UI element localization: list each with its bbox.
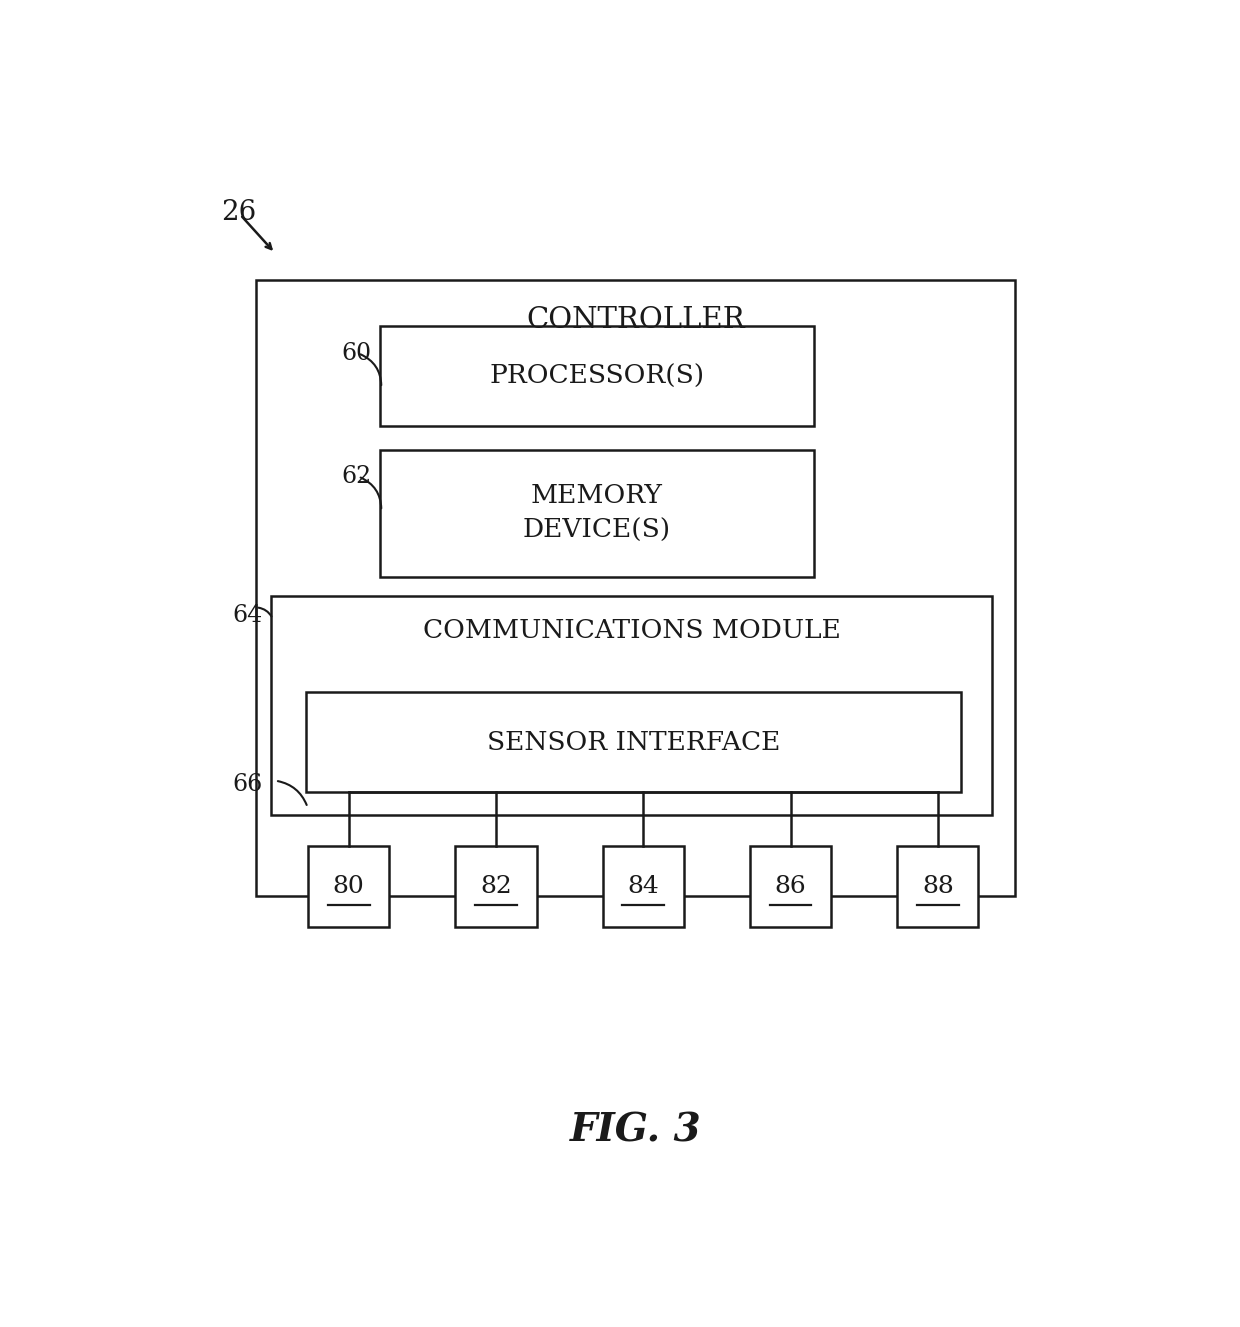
FancyBboxPatch shape xyxy=(308,847,389,928)
Text: CONTROLLER: CONTROLLER xyxy=(526,307,745,334)
Text: 26: 26 xyxy=(221,199,257,227)
Text: MEMORY
DEVICE(S): MEMORY DEVICE(S) xyxy=(523,483,671,543)
FancyBboxPatch shape xyxy=(750,847,831,928)
FancyBboxPatch shape xyxy=(272,596,992,815)
Text: 64: 64 xyxy=(233,604,263,626)
Text: COMMUNICATIONS MODULE: COMMUNICATIONS MODULE xyxy=(423,618,841,644)
FancyBboxPatch shape xyxy=(897,847,978,928)
Text: 62: 62 xyxy=(341,464,371,488)
Text: 80: 80 xyxy=(332,874,365,898)
Text: 84: 84 xyxy=(627,874,660,898)
Text: SENSOR INTERFACE: SENSOR INTERFACE xyxy=(487,730,780,755)
Text: 88: 88 xyxy=(921,874,954,898)
Text: 60: 60 xyxy=(341,342,371,365)
FancyBboxPatch shape xyxy=(603,847,684,928)
Text: 66: 66 xyxy=(233,772,263,796)
Text: PROCESSOR(S): PROCESSOR(S) xyxy=(490,364,704,389)
FancyBboxPatch shape xyxy=(255,280,1016,896)
Text: FIG. 3: FIG. 3 xyxy=(569,1112,702,1151)
FancyBboxPatch shape xyxy=(379,450,813,576)
Text: 86: 86 xyxy=(775,874,806,898)
FancyBboxPatch shape xyxy=(379,326,813,426)
FancyBboxPatch shape xyxy=(455,847,537,928)
FancyBboxPatch shape xyxy=(306,693,961,792)
Text: 82: 82 xyxy=(480,874,512,898)
